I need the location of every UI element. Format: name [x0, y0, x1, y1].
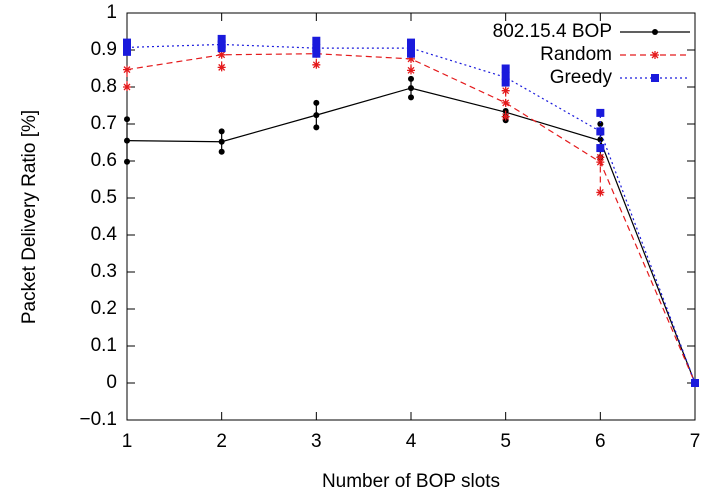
- y-tick-label: −0.1: [79, 409, 117, 430]
- sample-point: [408, 94, 414, 101]
- y-axis-label: Packet Delivery Ratio [%]: [19, 110, 40, 324]
- sample-point: [407, 54, 415, 63]
- sample-point: [312, 49, 321, 58]
- sample-point: [313, 99, 320, 106]
- legend-label: 802.15.4 BOP: [493, 21, 612, 42]
- sample-point: [596, 108, 605, 117]
- sample-point: [313, 112, 320, 119]
- sample-point: [596, 153, 605, 162]
- sample-point: [123, 47, 131, 56]
- sample-point: [596, 127, 605, 136]
- sample-point: [312, 36, 321, 45]
- x-tick-label: 4: [406, 431, 417, 452]
- legend-label: Random: [540, 44, 612, 65]
- legend-marker: [652, 29, 658, 35]
- sample-point: [123, 65, 131, 74]
- sample-point: [313, 124, 320, 131]
- sample-point: [217, 34, 226, 43]
- sample-point: [124, 137, 130, 144]
- sample-point: [124, 116, 130, 123]
- x-tick-label: 6: [595, 431, 606, 452]
- sample-point: [501, 64, 510, 73]
- sample-point: [596, 188, 605, 197]
- sample-point: [217, 50, 226, 59]
- y-tick-label: 0.3: [91, 261, 117, 282]
- legend-marker: [651, 74, 659, 82]
- sample-point: [501, 71, 510, 80]
- sample-point: [501, 78, 510, 87]
- sample-point: [312, 60, 321, 69]
- series-line: [126, 87, 696, 384]
- sample-point: [691, 379, 699, 387]
- y-tick-label: 0.5: [91, 187, 117, 208]
- x-tick-label: 5: [500, 431, 511, 452]
- sample-point: [407, 38, 415, 47]
- y-tick-label: 0.6: [91, 150, 117, 171]
- sample-point: [312, 44, 321, 53]
- x-axis-label: Number of BOP slots: [322, 471, 500, 492]
- y-tick-label: 0: [106, 372, 117, 393]
- sample-point: [407, 49, 415, 58]
- sample-point: [123, 38, 131, 47]
- sample-point: [123, 83, 131, 91]
- sample-point: [408, 75, 414, 82]
- sample-point: [597, 136, 604, 143]
- sample-point: [501, 86, 510, 95]
- sample-point: [407, 66, 415, 75]
- y-tick-label: 0.9: [91, 39, 117, 60]
- legend-marker: [651, 51, 659, 59]
- sample-point: [124, 158, 130, 165]
- sample-point: [407, 44, 415, 53]
- sample-point: [596, 158, 605, 167]
- y-tick-label: 1: [106, 2, 117, 23]
- y-tick-label: 0.4: [91, 224, 118, 245]
- sample-point: [218, 138, 225, 145]
- sample-point: [596, 144, 605, 153]
- x-tick-label: 3: [311, 431, 322, 452]
- sample-point: [123, 43, 131, 52]
- x-tick-label: 7: [690, 431, 701, 452]
- series-line: [126, 53, 696, 384]
- sample-point: [217, 44, 226, 53]
- sample-point: [218, 128, 225, 135]
- sample-point: [217, 63, 226, 72]
- x-tick-label: 1: [122, 431, 133, 452]
- y-tick-label: 0.8: [91, 76, 117, 97]
- y-tick-label: 0.1: [91, 335, 117, 356]
- x-tick-label: 2: [216, 431, 227, 452]
- sample-point: [501, 98, 510, 107]
- sample-point: [218, 148, 225, 155]
- sample-point: [408, 85, 414, 92]
- sample-point: [501, 112, 510, 121]
- sample-point: [597, 121, 604, 127]
- y-tick-label: 0.7: [91, 113, 117, 134]
- legend-label: Greedy: [550, 67, 613, 88]
- y-tick-label: 0.2: [91, 298, 117, 319]
